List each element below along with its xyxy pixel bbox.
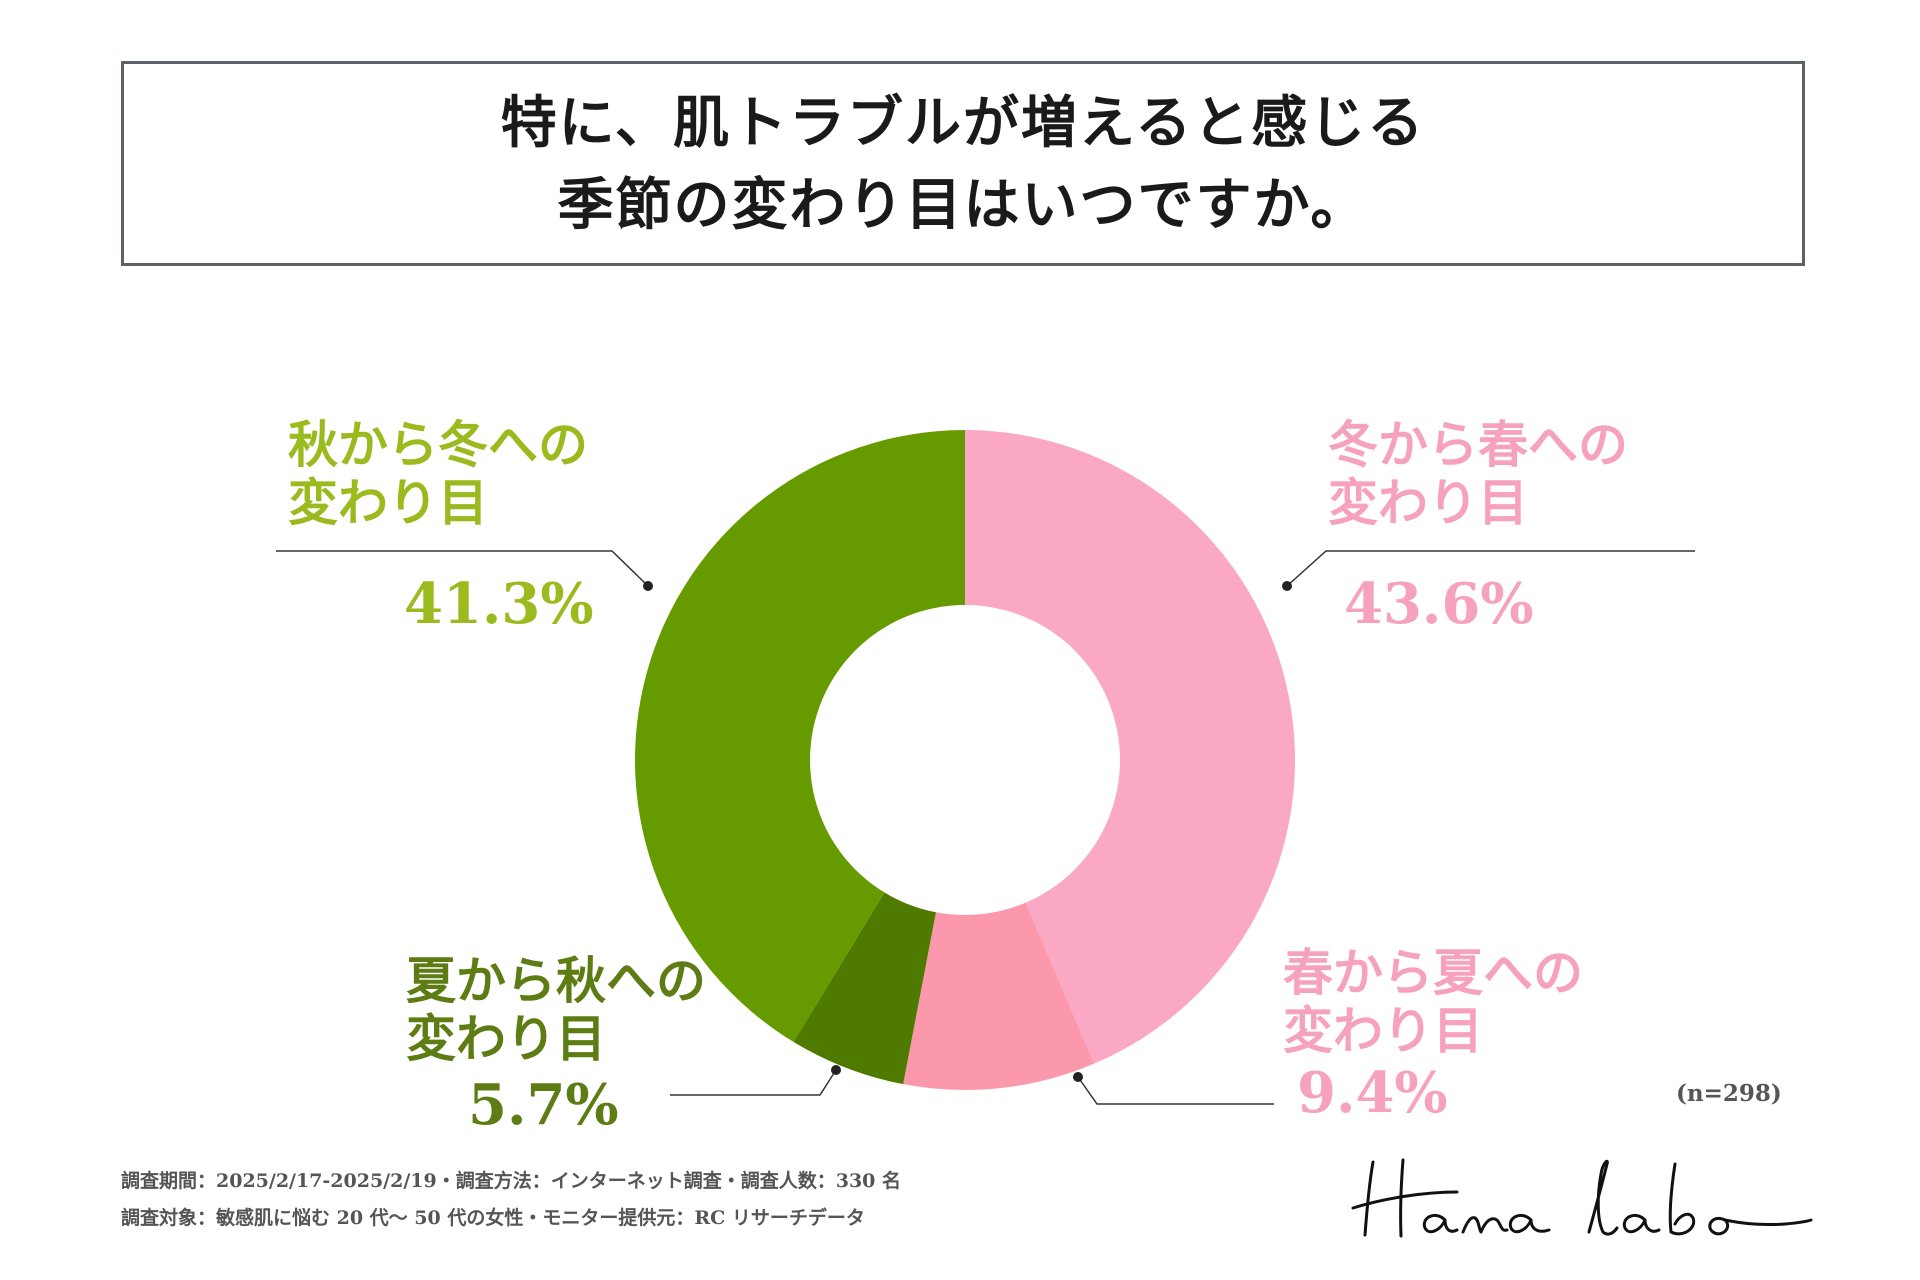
leader-line-spring-summer bbox=[1077, 1076, 1274, 1105]
label-summer-autumn: 夏から秋への 変わり目 5.7% bbox=[406, 951, 706, 1138]
label-autumn-winter-line2: 変わり目 bbox=[288, 473, 488, 532]
label-spring-summer-line1: 春から夏への bbox=[1283, 943, 1583, 1002]
label-autumn-winter-value: 41.3% bbox=[404, 571, 594, 637]
hana-labo-logo bbox=[1351, 1158, 1813, 1238]
label-winter-spring: 冬から春への 変わり目 43.6% bbox=[1328, 415, 1628, 637]
label-summer-autumn-line2: 変わり目 bbox=[406, 1009, 606, 1068]
title-line-2: 季節の変わり目はいつですか。 bbox=[557, 171, 1369, 238]
leader-line-summer-autumn bbox=[670, 1069, 837, 1096]
label-summer-autumn-line1: 夏から秋への bbox=[406, 951, 706, 1010]
label-winter-spring-line2: 変わり目 bbox=[1328, 473, 1528, 532]
sample-size: (n=298) bbox=[1676, 1080, 1782, 1107]
label-autumn-winter-line1: 秋から冬への bbox=[288, 415, 588, 474]
title-line-1: 特に、肌トラブルが増えると感じる bbox=[500, 89, 1426, 156]
leader-line-winter-spring bbox=[1286, 550, 1695, 587]
leader-dots bbox=[643, 581, 1292, 1082]
leader-line-autumn-winter bbox=[276, 550, 649, 587]
leader-dot-summer-autumn bbox=[831, 1065, 841, 1075]
leader-dot-spring-summer bbox=[1073, 1072, 1083, 1082]
slice-winter-spring bbox=[965, 430, 1295, 1064]
leader-lines bbox=[276, 550, 1695, 1105]
title-box: 特に、肌トラブルが増えると感じる 季節の変わり目はいつですか。 bbox=[121, 61, 1805, 266]
footer-survey-line2: 調査対象：敏感肌に悩む 20 代〜 50 代の女性・モニター提供元：RC リサー… bbox=[121, 1207, 865, 1229]
donut-hole bbox=[810, 605, 1120, 915]
leader-dot-autumn-winter bbox=[643, 581, 653, 591]
label-spring-summer-value: 9.4% bbox=[1297, 1060, 1448, 1126]
label-winter-spring-value: 43.6% bbox=[1344, 571, 1534, 637]
footer-survey-line1: 調査期間：2025/2/17-2025/2/19・調査方法：インターネット調査・… bbox=[121, 1170, 902, 1192]
label-summer-autumn-value: 5.7% bbox=[468, 1072, 619, 1138]
leader-dot-winter-spring bbox=[1282, 581, 1292, 591]
label-spring-summer: 春から夏への 変わり目 9.4% bbox=[1283, 943, 1583, 1126]
label-winter-spring-line1: 冬から春への bbox=[1328, 415, 1628, 474]
label-autumn-winter: 秋から冬への 変わり目 41.3% bbox=[288, 415, 594, 637]
label-spring-summer-line2: 変わり目 bbox=[1283, 1001, 1483, 1060]
